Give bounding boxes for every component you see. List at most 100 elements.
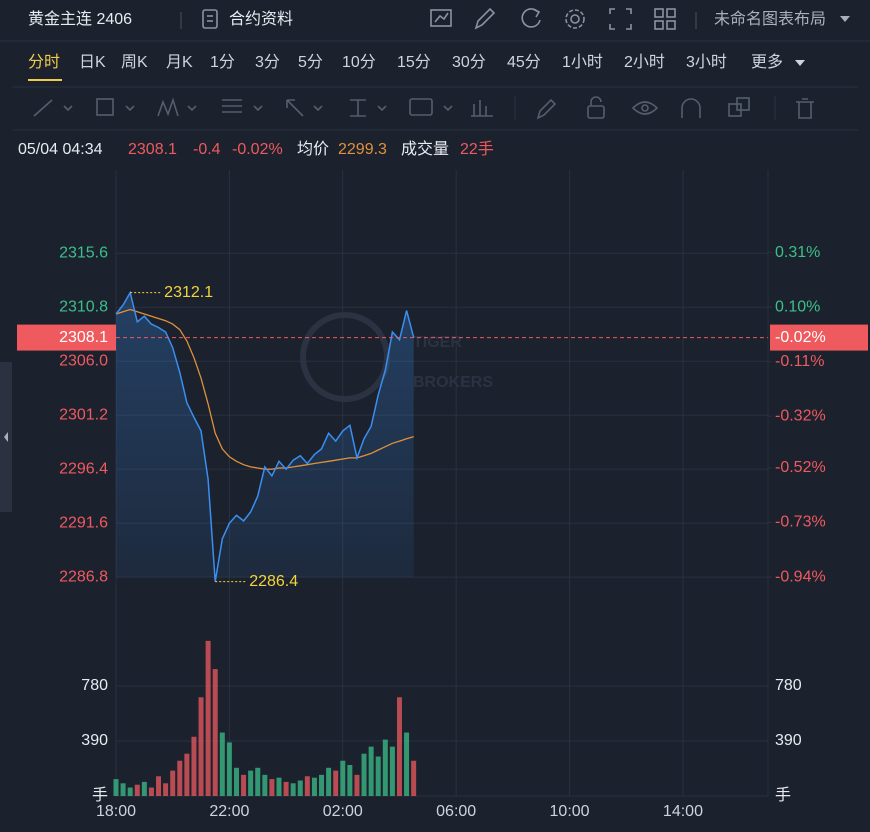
timeframe-tab[interactable]: 15分 [397, 53, 431, 71]
y-tick-label: 2306.0 [59, 352, 108, 369]
timeframe-tab[interactable]: 更多 [751, 53, 783, 71]
y2-tick-label: -0.94% [775, 568, 826, 585]
current-pct-label: -0.02% [775, 329, 826, 346]
drawing-toolbar[interactable] [33, 96, 814, 120]
y-tick-label: 780 [81, 677, 108, 694]
x-tick-label: 10:00 [550, 803, 590, 820]
volume-bar [191, 736, 197, 796]
y2-tick-label: 390 [775, 732, 802, 749]
volume-bar [262, 774, 268, 796]
volume-bar [290, 783, 296, 796]
x-tick-label: 02:00 [323, 803, 363, 820]
volume-bar [340, 760, 346, 796]
dropdown-arrow[interactable] [840, 16, 850, 22]
volume-bar [368, 746, 374, 796]
timeframe-tab[interactable]: 3分 [255, 53, 280, 71]
timeframe-tab[interactable]: 1分 [210, 53, 235, 71]
y2-tick-label: -0.73% [775, 514, 826, 531]
x-tick-label: 06:00 [436, 803, 476, 820]
avg-label: 均价 [297, 140, 329, 158]
volume-bar [170, 770, 176, 796]
datetime: 05/04 04:34 [18, 141, 103, 158]
y-tick-label: 2310.8 [59, 298, 108, 315]
current-price-label: 2308.1 [59, 329, 108, 346]
volume-bar [382, 739, 388, 796]
y-tick-label: 390 [81, 732, 108, 749]
volume-unit: 手 [775, 786, 791, 804]
volume: 22手 [460, 140, 494, 158]
volume-bar [361, 753, 367, 796]
symbol-title[interactable]: 黄金主连 2406 [28, 10, 132, 28]
volume-bar [241, 774, 247, 796]
timeframe-tab[interactable]: 月K [166, 54, 193, 71]
x-tick-label: 14:00 [663, 803, 703, 820]
timeframe-tab[interactable]: 日K [79, 54, 106, 71]
timeframe-tab[interactable]: 2小时 [624, 53, 665, 71]
volume-bar [184, 753, 190, 796]
volume-bar [212, 669, 218, 796]
price-change: -0.4 [193, 141, 221, 158]
timeframe-tab[interactable]: 分时 [28, 53, 60, 71]
toggle-arrow[interactable] [4, 432, 8, 442]
annotation-label: 2312.1 [164, 284, 213, 301]
more-arrow[interactable] [795, 60, 805, 66]
volume-bar [177, 760, 183, 796]
price-area [116, 292, 414, 582]
volume-bar [148, 787, 154, 796]
volume-bar [276, 777, 282, 796]
timeframe-tab[interactable]: 5分 [298, 53, 323, 71]
current-price-box [17, 324, 116, 351]
timeframe-tab[interactable]: 30分 [452, 53, 486, 71]
active-underline [28, 79, 62, 81]
volume-bar [156, 776, 162, 796]
timeframe-tab[interactable]: 1小时 [562, 53, 603, 71]
x-tick-label: 22:00 [209, 803, 249, 820]
annotation-label: 2286.4 [249, 573, 298, 590]
y2-tick-label: 0.10% [775, 298, 820, 315]
plot-area: 18:00 22:00 02:00 06:00 10:00 14:00 TIGER BROKE… [17, 170, 868, 820]
volume-bar [396, 697, 402, 796]
volume-bar [255, 767, 261, 796]
current-pct-box [770, 324, 868, 351]
layout-name[interactable]: 未命名图表布局 [714, 10, 826, 28]
volume-bar [113, 779, 119, 796]
volume-bar [319, 774, 325, 796]
volume-bar [411, 760, 417, 796]
volume-bar [311, 777, 317, 796]
watermark: BROKERS [413, 374, 493, 391]
price-change-pct: -0.02% [232, 141, 283, 158]
volume-bar [375, 756, 381, 796]
timeframe-tab[interactable]: 周K [121, 54, 148, 71]
avg-price: 2299.3 [338, 141, 387, 158]
volume-bar [404, 732, 410, 796]
volume-label: 成交量 [401, 140, 449, 158]
header-icons[interactable] [430, 7, 676, 30]
volume-bar [326, 767, 332, 796]
y-tick-label: 2291.6 [59, 514, 108, 531]
x-tick-label: 18:00 [96, 803, 136, 820]
volume-bar [219, 732, 225, 796]
volume-bar [354, 774, 360, 796]
volume-bar [205, 640, 211, 796]
volume-bar [283, 781, 289, 796]
watermark: TIGER [413, 334, 462, 351]
price-line [115, 290, 415, 582]
timeframe-tab[interactable]: 45分 [507, 53, 541, 71]
timeframe-tab[interactable]: 3小时 [686, 53, 727, 71]
volume-bar [120, 783, 126, 796]
y-tick-label: 2296.4 [59, 460, 108, 477]
volume-unit: 手 [92, 786, 108, 804]
y-tick-label: 2301.2 [59, 406, 108, 423]
y-tick-label: 2315.6 [59, 244, 108, 261]
y2-tick-label: -0.32% [775, 407, 826, 424]
y-tick-label: 2286.8 [59, 568, 108, 585]
doc-icon[interactable] [202, 9, 218, 29]
volume-bar [333, 770, 339, 796]
timeframe-tab[interactable]: 10分 [342, 53, 376, 71]
contract-info[interactable]: 合约资料 [229, 10, 293, 28]
volume-bar [304, 776, 310, 796]
volume-bar [297, 780, 303, 796]
y2-tick-label: 780 [775, 677, 802, 694]
volume-bar [198, 697, 204, 796]
